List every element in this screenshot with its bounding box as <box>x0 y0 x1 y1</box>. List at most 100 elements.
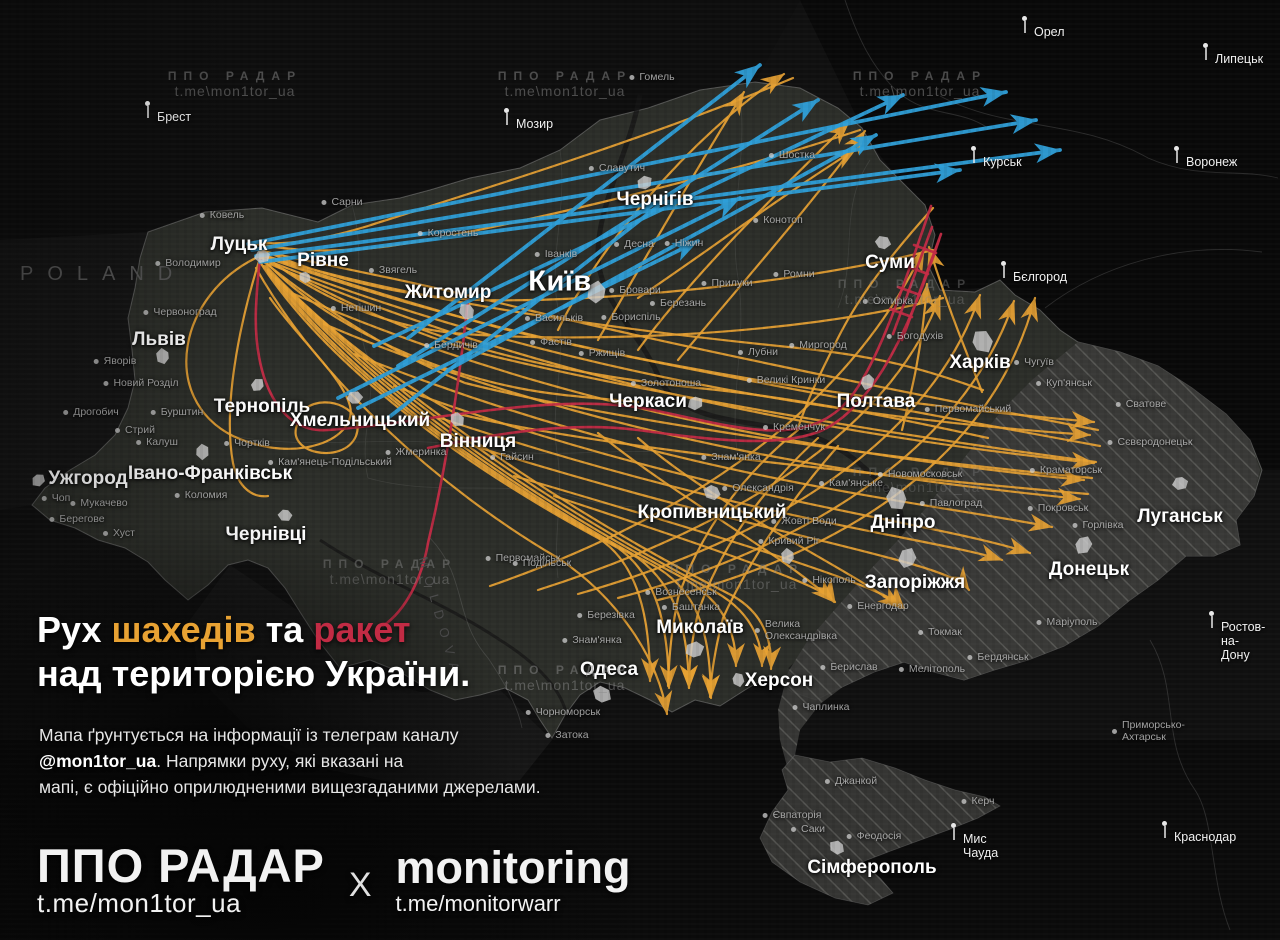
city-label-town: Куп'янськ <box>1036 377 1092 389</box>
city-dot <box>224 440 230 446</box>
city-label-town: Маріуполь <box>1036 616 1098 628</box>
pin-stem <box>1205 48 1207 60</box>
watermark-line1: ППО РАДАР <box>497 69 633 83</box>
city-name: Мукачево <box>80 497 128 509</box>
city-name: Бєлгород <box>1013 270 1068 284</box>
city-dot <box>41 495 47 501</box>
city-name: Маріуполь <box>1046 616 1098 628</box>
city-dot <box>49 516 55 522</box>
city-label-town: Кам'янське <box>819 477 883 489</box>
city-label-town: Володимир <box>155 257 221 269</box>
city-name: Іванків <box>544 248 578 260</box>
city-label-town: Великі Кринки <box>746 374 826 386</box>
city-name: Кривий Ріг <box>768 535 820 547</box>
city-label-major: Чернігів <box>616 189 693 211</box>
city-label-town: Олександрія <box>722 482 794 494</box>
watermark-line2: t.me\mon1tor_ua <box>859 83 981 99</box>
city-label-major: Одеса <box>580 659 638 681</box>
city-name: Запоріжжя <box>864 572 966 593</box>
city-label-major: Кропивницький <box>637 502 786 524</box>
city-label-town: Червоноград <box>143 306 217 318</box>
city-name: Первомайський <box>934 403 1012 415</box>
city-label-town: Берегове <box>49 513 105 525</box>
city-label-town: Затока <box>545 729 589 741</box>
pin-stem <box>1024 21 1026 33</box>
city-label-town: Бориспіль <box>601 311 661 323</box>
city-name: Харків <box>949 352 1011 373</box>
city-label-town: Кам'янець-Подільський <box>268 456 392 468</box>
city-dot <box>754 627 760 633</box>
city-label-town: Покровськ <box>1027 502 1088 514</box>
city-dot <box>1029 467 1035 473</box>
city-name: Золотоноша <box>640 377 702 389</box>
region-label-moldova: MOLDOVA <box>415 555 466 682</box>
pin-stem <box>953 828 955 840</box>
city-dot <box>103 530 109 536</box>
city-dot <box>862 298 868 304</box>
city-label-major: Сімферополь <box>807 857 936 879</box>
city-name: Дрогобич <box>73 406 119 418</box>
city-label-town: Саки <box>791 823 825 835</box>
city-name: Воронеж <box>1186 155 1238 169</box>
city-label-major: Рівне <box>297 250 349 272</box>
city-name: Гомель <box>639 71 675 83</box>
city-dot <box>174 492 180 498</box>
city-name: Полтава <box>836 391 916 412</box>
city-dot <box>824 778 830 784</box>
city-label-town: Хуст <box>103 527 135 539</box>
city-label-town: Чоп <box>41 492 71 504</box>
city-label-major: Житомир <box>405 282 492 304</box>
city-name: Яворів <box>103 355 137 367</box>
city-dot <box>601 314 607 320</box>
city-label-capital: Київ <box>528 266 592 299</box>
city-label-town: Краматорськ <box>1029 464 1102 476</box>
city-label-town: Конотоп <box>753 214 803 226</box>
city-dot <box>746 377 752 383</box>
city-name: Бориспіль <box>611 311 661 323</box>
city-label-town: Горлівка <box>1072 519 1124 531</box>
city-label-town: Ржищів <box>578 347 625 359</box>
city-label-major: Запоріжжя <box>865 572 965 594</box>
city-name: Євпаторія <box>772 809 822 821</box>
city-dot <box>143 309 149 315</box>
city-label-town: Вознесенськ <box>645 586 717 598</box>
city-dot <box>609 287 615 293</box>
pin-stem <box>1164 826 1166 838</box>
city-dot <box>1027 505 1033 511</box>
city-label-town: Приморсько-Ахтарськ <box>1112 719 1224 743</box>
city-dot <box>103 380 109 386</box>
city-name: Кам'янське <box>829 477 883 489</box>
city-name: Чугуїв <box>1024 356 1054 368</box>
city-dot <box>792 704 798 710</box>
city-label-town: Велика Олександрівка <box>754 618 837 642</box>
watermark-line1: ППО РАДАР <box>852 69 988 83</box>
city-label-major: Полтава <box>837 391 916 413</box>
city-label-town: Первомайський <box>924 403 1012 415</box>
city-dot <box>534 251 540 257</box>
city-dot <box>1036 619 1042 625</box>
city-dot <box>1112 728 1117 734</box>
city-name: Олександрія <box>732 482 794 494</box>
city-label-major: Харків <box>949 352 1010 374</box>
city-dot <box>368 267 374 273</box>
city-name: Шостка <box>778 149 816 161</box>
city-dot <box>524 315 530 321</box>
city-name: Великі Кринки <box>756 374 826 386</box>
city-name: Березівка <box>587 609 635 621</box>
city-name: Керч <box>971 795 995 807</box>
city-name: Чоп <box>51 492 71 504</box>
city-dot <box>629 74 635 80</box>
city-label-major: Львів <box>132 329 186 351</box>
city-name: Херсон <box>744 670 814 691</box>
city-dot <box>630 380 636 386</box>
pin-stem <box>973 151 975 163</box>
city-label-town: Подільськ <box>512 557 571 569</box>
city-name: Берегове <box>59 513 105 525</box>
city-dot <box>649 300 655 306</box>
city-label-major: Суми <box>865 252 915 274</box>
city-name: Баштанка <box>671 601 721 613</box>
city-label-town: Кривий Ріг <box>758 535 820 547</box>
city-label-town: Мукачево <box>70 497 128 509</box>
city-label-town: Бурштин <box>150 406 203 418</box>
